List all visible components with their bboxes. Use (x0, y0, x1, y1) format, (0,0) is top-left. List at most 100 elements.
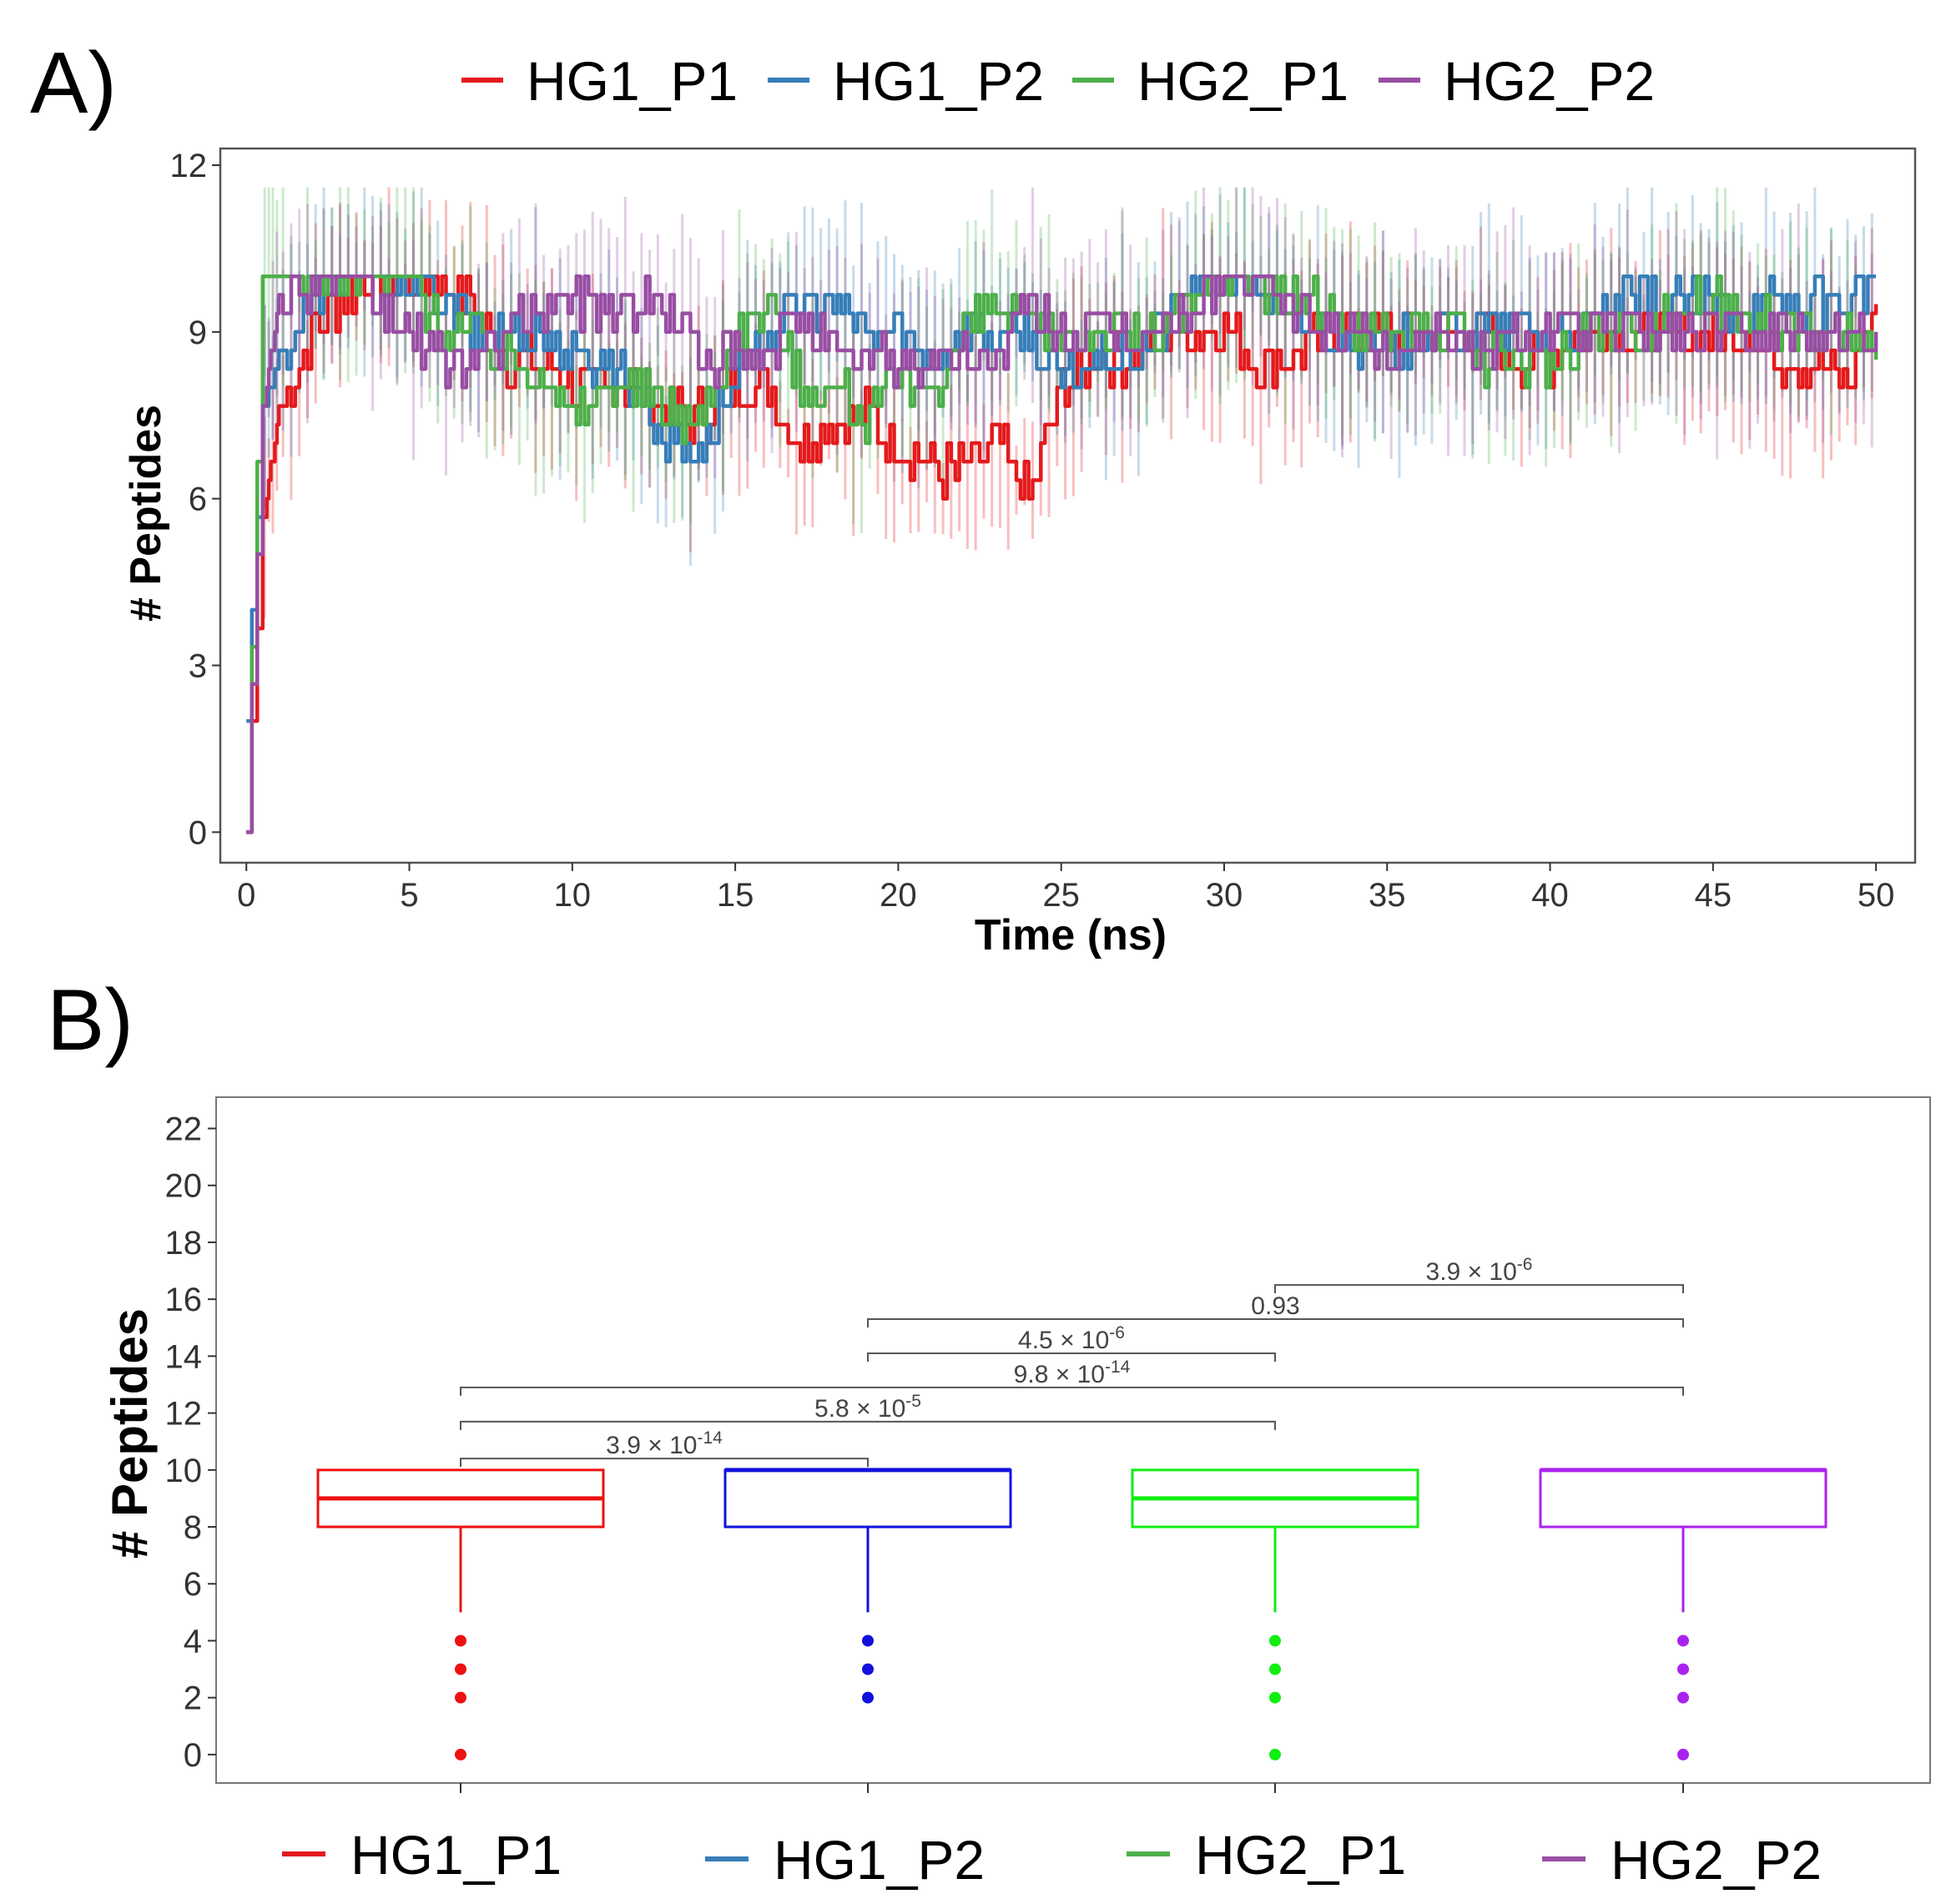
legend-b: HG1_P1 HG1_P2 HG2_P1 HG2_P2 (282, 1824, 1822, 1891)
x-tick-label-a: 10 (554, 877, 592, 914)
p-value-mantissa: 3.9 (1426, 1258, 1461, 1286)
y-axis-a: 0 3 6 9 12 (170, 148, 220, 851)
p-value-exponent: -6 (1517, 1255, 1533, 1274)
x-tick-label-a: 0 (237, 877, 255, 914)
legend-a-label-hg1-p2: HG1_P2 (833, 50, 1044, 112)
x-tick-label-a: 20 (880, 877, 917, 914)
p-value-times-ten: × 10 (1053, 1327, 1110, 1354)
significance-bracket: 9.8 × 10-14 (460, 1357, 1684, 1396)
outlier-hg1-p1 (455, 1691, 466, 1704)
legend-b-label-hg2-p2: HG2_P2 (1611, 1829, 1822, 1891)
bracket-line (460, 1458, 869, 1468)
legend-a: HG1_P1 HG1_P2 HG2_P1 HG2_P2 (461, 50, 1655, 112)
bracket-line (460, 1420, 1276, 1430)
p-value-times-ten: × 10 (641, 1432, 698, 1459)
p-value-label: 9.8 × 10-14 (1014, 1357, 1131, 1388)
y-tick-label-b: 12 (165, 1396, 203, 1433)
y-tick-label-b: 6 (184, 1566, 202, 1603)
outlier-hg2-p1 (1269, 1635, 1281, 1647)
outlier-hg1-p1 (455, 1663, 466, 1675)
outlier-hg2-p2 (1677, 1691, 1689, 1704)
boxplot-hg2-p1 (1131, 1468, 1419, 1760)
outlier-hg1-p2 (862, 1635, 874, 1647)
legend-a-label-hg1-p1: HG1_P1 (527, 50, 738, 112)
p-value-mantissa: 4.5 (1018, 1327, 1053, 1354)
outlier-hg2-p2 (1677, 1748, 1689, 1760)
outlier-hg2-p2 (1677, 1663, 1689, 1675)
y-tick-label-a: 0 (189, 814, 207, 851)
y-tick-label-b: 16 (165, 1282, 203, 1318)
outlier-hg2-p2 (1677, 1635, 1689, 1647)
y-tick-label-a: 9 (189, 315, 207, 351)
x-tick-label-a: 15 (717, 877, 754, 914)
x-tick-label-a: 45 (1695, 877, 1732, 914)
outlier-hg1-p2 (862, 1663, 874, 1675)
legend-a-label-hg2-p2: HG2_P2 (1444, 50, 1655, 112)
y-axis-b: 0 2 4 6 8 10 12 14 16 18 20 22 (165, 1111, 216, 1774)
boxplot-hg1-p2 (723, 1468, 1012, 1704)
significance-bracket: 3.9 × 10-6 (1274, 1255, 1684, 1294)
y-tick-label-b: 10 (165, 1453, 203, 1489)
significance-brackets: 3.9 × 10-145.8 × 10-59.8 × 10-144.5 × 10… (460, 1255, 1684, 1468)
legend-b-label-hg2-p1: HG2_P1 (1195, 1824, 1406, 1886)
legend-b-label-hg1-p2: HG1_P2 (774, 1829, 985, 1891)
panel-b-label: B) (47, 972, 134, 1069)
p-value-mantissa: 9.8 (1014, 1361, 1049, 1388)
legend-b-label-hg1-p1: HG1_P1 (350, 1824, 562, 1886)
outlier-hg2-p1 (1269, 1691, 1281, 1704)
p-value-label: 0.93 (1251, 1292, 1299, 1320)
x-tick-label-a: 35 (1369, 877, 1406, 914)
plot-b-frame (215, 1096, 1931, 1784)
y-tick-label-b: 20 (165, 1168, 203, 1205)
significance-bracket: 4.5 × 10-6 (867, 1323, 1276, 1362)
y-tick-label-a: 6 (189, 481, 207, 518)
outlier-hg2-p1 (1269, 1663, 1281, 1675)
y-tick-label-b: 18 (165, 1225, 203, 1262)
outlier-hg1-p1 (455, 1635, 466, 1647)
p-value-mantissa: 3.9 (606, 1432, 641, 1459)
x-tick-label-a: 40 (1531, 877, 1569, 914)
y-tick-label-b: 8 (184, 1509, 202, 1546)
p-value-label: 3.9 × 10-14 (606, 1428, 723, 1459)
y-tick-label-a: 12 (170, 148, 208, 184)
boxplot-hg2-p2 (1539, 1468, 1827, 1760)
p-value-mantissa: 5.8 (814, 1395, 849, 1423)
y-tick-label-b: 22 (165, 1111, 203, 1148)
p-value-times-ten: × 10 (849, 1395, 906, 1423)
significance-bracket: 3.9 × 10-14 (460, 1428, 869, 1468)
y-tick-label-b: 2 (184, 1680, 202, 1717)
x-tick-label-a: 25 (1042, 877, 1080, 914)
bracket-line (460, 1386, 1684, 1396)
y-axis-title-a: # Peptides (122, 405, 170, 622)
y-tick-label-a: 3 (189, 648, 207, 685)
outlier-hg2-p1 (1269, 1748, 1281, 1760)
boxplot-hg1-p1 (316, 1468, 605, 1760)
y-tick-label-b: 0 (184, 1737, 202, 1774)
p-value-times-ten: × 10 (1460, 1258, 1517, 1286)
p-value-times-ten: × 10 (1048, 1361, 1105, 1388)
outlier-hg1-p2 (862, 1691, 874, 1704)
y-axis-title-b: # Peptides (102, 1308, 158, 1559)
p-value-exponent: -6 (1109, 1323, 1125, 1342)
series-line-hg2-p2 (246, 274, 1878, 834)
y-tick-label-b: 4 (184, 1623, 202, 1660)
boxplots (316, 1468, 1827, 1760)
p-value-label: 5.8 × 10-5 (814, 1392, 921, 1423)
p-value-exponent: -14 (1105, 1357, 1131, 1377)
x-tick-label-a: 5 (400, 877, 418, 914)
x-axis-title-a: Time (ns) (975, 911, 1167, 960)
series-lines-a (246, 274, 1878, 834)
plot-a-frame (219, 147, 1917, 864)
x-axis-a: 0 5 10 15 20 25 30 35 40 45 50 (237, 863, 1894, 914)
p-value-label: 3.9 × 10-6 (1426, 1255, 1533, 1286)
x-axis-b (460, 1783, 1684, 1793)
p-value-exponent: -14 (697, 1428, 723, 1448)
panel-a-label: A) (30, 35, 117, 132)
y-tick-label-b: 14 (165, 1338, 203, 1375)
bracket-line (867, 1352, 1276, 1362)
bracket-line (1274, 1284, 1684, 1294)
significance-bracket: 0.93 (867, 1292, 1684, 1328)
x-tick-label-a: 30 (1206, 877, 1243, 914)
legend-a-label-hg2-p1: HG2_P1 (1137, 50, 1349, 112)
